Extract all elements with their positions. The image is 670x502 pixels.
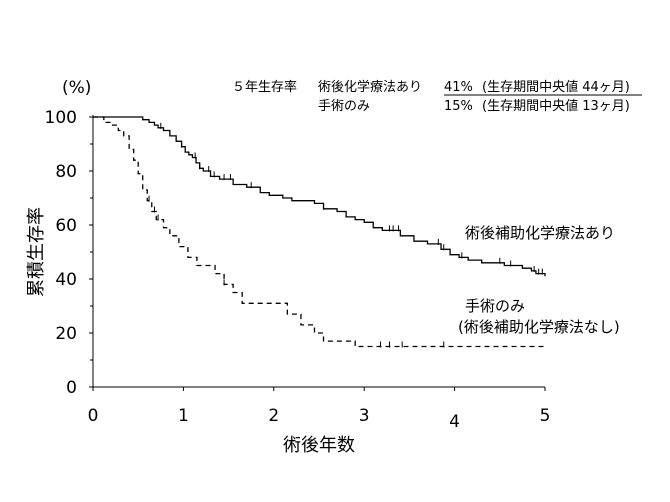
legend-row-median-surgery: (生存期間中央値 13ヶ月) bbox=[482, 98, 630, 114]
legend-row-median-chemo: (生存期間中央値 44ヶ月) bbox=[482, 79, 630, 95]
y-tick-label: 100 bbox=[45, 108, 77, 128]
legend-row-rate-chemo: 41% bbox=[444, 80, 473, 95]
legend-row-name-chemo: 術後化学療法あり bbox=[318, 79, 422, 95]
x-ticks: 0 1 2 3 4 5 bbox=[88, 387, 551, 432]
y-tick-label: 40 bbox=[55, 270, 77, 290]
survival-curve-surgery-only bbox=[93, 116, 545, 348]
survival-curve-chemo bbox=[93, 116, 546, 277]
series-label-surgery: 手術のみ bbox=[465, 297, 525, 315]
series-surgery-only bbox=[93, 116, 545, 348]
x-tick-label: 0 bbox=[88, 406, 99, 426]
x-tick-label: 2 bbox=[268, 406, 279, 426]
series-layer bbox=[93, 116, 546, 348]
x-tick-label: 4 bbox=[449, 412, 460, 432]
series-chemo bbox=[93, 116, 546, 277]
series-label-chemo: 術後補助化学療法あり bbox=[465, 224, 615, 242]
y-ticks: 0 20 40 60 80 100 bbox=[45, 108, 93, 398]
x-axis-title: 術後年数 bbox=[283, 435, 355, 456]
series-label-surgery-note: (術後補助化学療法なし) bbox=[458, 318, 620, 336]
y-tick-label: 60 bbox=[55, 216, 77, 236]
x-tick-label: 5 bbox=[540, 406, 551, 426]
y-tick-label: 0 bbox=[66, 378, 77, 398]
y-unit-label: (%) bbox=[62, 78, 91, 98]
x-tick-label: 1 bbox=[178, 406, 189, 426]
legend-row-name-surgery: 手術のみ bbox=[318, 99, 370, 114]
legend-row-rate-surgery: 15% bbox=[444, 99, 473, 114]
legend: ５年生存率 術後化学療法あり 41% (生存期間中央値 44ヶ月) 手術のみ 1… bbox=[232, 79, 642, 114]
y-tick-label: 80 bbox=[55, 162, 77, 182]
y-tick-label: 20 bbox=[55, 324, 77, 344]
x-tick-label: 3 bbox=[359, 406, 370, 426]
y-axis-title: 累積生存率 bbox=[26, 207, 47, 297]
legend-heading: ５年生存率 bbox=[232, 79, 297, 95]
